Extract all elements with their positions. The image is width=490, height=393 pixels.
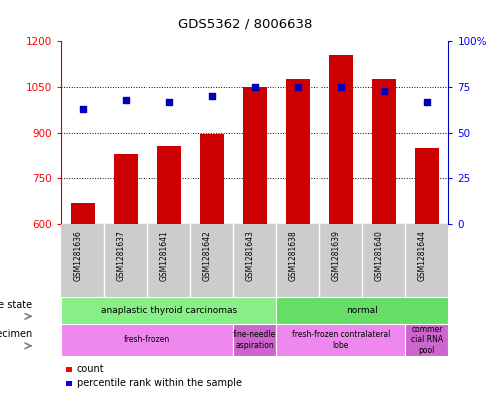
Point bbox=[294, 84, 302, 90]
Point bbox=[251, 84, 259, 90]
Text: disease state: disease state bbox=[0, 299, 32, 310]
Text: GSM1281636: GSM1281636 bbox=[74, 230, 83, 281]
Bar bbox=[276, 324, 405, 356]
Point bbox=[208, 93, 216, 99]
Text: anaplastic thyroid carcinomas: anaplastic thyroid carcinomas bbox=[101, 306, 237, 315]
Bar bbox=[329, 55, 353, 224]
Bar bbox=[61, 297, 276, 324]
Bar bbox=[286, 79, 310, 224]
Text: fresh-frozen: fresh-frozen bbox=[124, 336, 171, 344]
Bar bbox=[405, 324, 448, 356]
Text: specimen: specimen bbox=[0, 329, 32, 339]
Bar bbox=[276, 297, 448, 324]
Text: GSM1281640: GSM1281640 bbox=[375, 230, 384, 281]
Bar bbox=[61, 324, 233, 356]
Point bbox=[122, 97, 130, 103]
Point bbox=[165, 98, 172, 105]
Bar bbox=[157, 146, 181, 224]
Bar bbox=[114, 154, 138, 224]
Text: count: count bbox=[77, 364, 104, 375]
Bar bbox=[200, 134, 223, 224]
Text: GSM1281644: GSM1281644 bbox=[418, 230, 427, 281]
Text: GSM1281639: GSM1281639 bbox=[332, 230, 341, 281]
Bar bbox=[243, 87, 267, 224]
Bar bbox=[71, 203, 95, 224]
Point bbox=[423, 98, 431, 105]
Text: GSM1281641: GSM1281641 bbox=[160, 230, 169, 281]
Text: GSM1281643: GSM1281643 bbox=[246, 230, 255, 281]
Text: GSM1281638: GSM1281638 bbox=[289, 230, 298, 281]
Point bbox=[380, 88, 388, 94]
Text: fresh-frozen contralateral
lobe: fresh-frozen contralateral lobe bbox=[292, 330, 390, 350]
Point bbox=[337, 84, 345, 90]
Text: normal: normal bbox=[346, 306, 378, 315]
Point bbox=[79, 106, 87, 112]
Text: fine-needle
aspiration: fine-needle aspiration bbox=[233, 330, 276, 350]
Text: GDS5362 / 8006638: GDS5362 / 8006638 bbox=[178, 18, 312, 31]
Text: percentile rank within the sample: percentile rank within the sample bbox=[77, 378, 242, 388]
Bar bbox=[233, 324, 276, 356]
Text: commer
cial RNA
pool: commer cial RNA pool bbox=[411, 325, 443, 355]
Bar bbox=[415, 148, 439, 224]
Text: GSM1281642: GSM1281642 bbox=[203, 230, 212, 281]
Bar bbox=[372, 79, 395, 224]
Text: GSM1281637: GSM1281637 bbox=[117, 230, 126, 281]
